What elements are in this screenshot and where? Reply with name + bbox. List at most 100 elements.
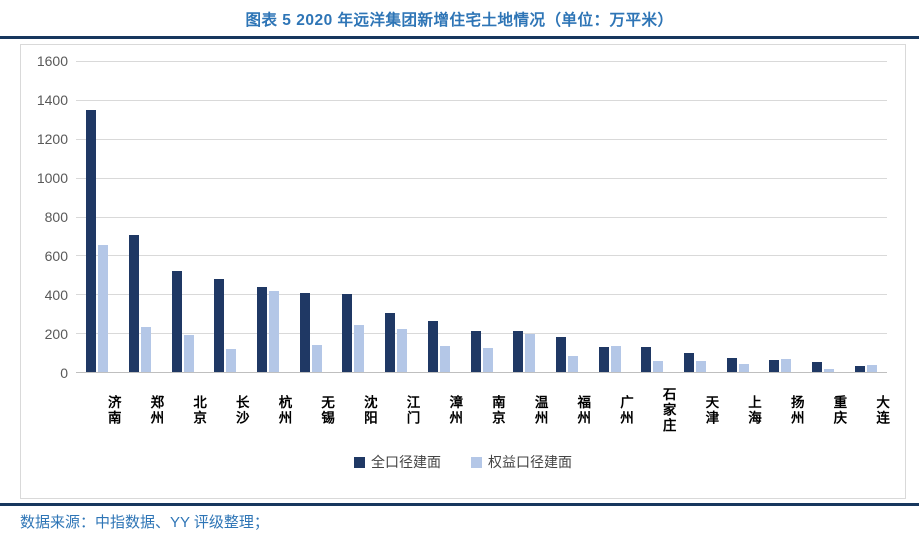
- legend-item: 权益口径建面: [471, 452, 572, 472]
- y-tick-label: 1600: [36, 53, 68, 69]
- bar-group: [844, 61, 887, 372]
- bar-group: [716, 61, 759, 372]
- bar-全口径建面: [641, 346, 652, 372]
- legend-item: 全口径建面: [354, 452, 441, 472]
- gridline: [76, 294, 887, 296]
- gridline: [76, 333, 887, 335]
- bar-权益口径建面: [695, 361, 706, 372]
- bar-group: [546, 61, 589, 372]
- plot-row: 0 200 400 600 800 1000 1200 1400 1600: [21, 54, 905, 380]
- bar-group: [418, 61, 461, 372]
- y-axis-spacer: [21, 378, 76, 442]
- bar-权益口径建面: [439, 345, 450, 372]
- bar-全口径建面: [598, 346, 609, 372]
- bar-权益口径建面: [824, 368, 835, 372]
- bar-全口径建面: [171, 271, 182, 372]
- bar-全口径建面: [470, 330, 481, 372]
- bar-权益口径建面: [141, 327, 152, 372]
- title-divider-rule: [0, 36, 919, 39]
- bar-全口径建面: [769, 359, 780, 372]
- chart-plot-box: 0 200 400 600 800 1000 1200 1400 1600 济南 郑州 北京 长沙 杭州…: [20, 44, 906, 499]
- bar-权益口径建面: [311, 344, 322, 372]
- bar-group: [631, 61, 674, 372]
- x-category-label: 北京: [190, 394, 207, 426]
- x-category-label: 沈阳: [360, 394, 377, 426]
- bar-全口径建面: [683, 352, 694, 372]
- x-category-label: 福州: [574, 394, 591, 426]
- y-tick-label: 600: [44, 248, 68, 264]
- gridline: [76, 216, 887, 218]
- bar-groups: [76, 61, 887, 372]
- footer-divider-rule: [0, 503, 919, 506]
- x-axis-labels: 济南 郑州 北京 长沙 杭州 无锡 沈阳 江门 漳州 南京 温州 福州 广州 石家庄 天津 上海 扬州 重庆 大连: [76, 378, 889, 442]
- y-axis: 0 200 400 600 800 1000 1200 1400 1600: [21, 54, 76, 380]
- bar-group: [460, 61, 503, 372]
- x-category-label: 扬州: [787, 394, 804, 426]
- legend-swatch: [471, 456, 482, 468]
- bar-权益口径建面: [397, 329, 408, 372]
- bar-权益口径建面: [525, 333, 536, 372]
- plot-area: [76, 61, 887, 373]
- bar-group: [503, 61, 546, 372]
- bar-全口径建面: [555, 337, 566, 372]
- x-category-label: 江门: [403, 394, 420, 426]
- bar-全口径建面: [812, 362, 823, 372]
- y-tick-label: 0: [60, 365, 68, 381]
- bar-全口径建面: [299, 293, 310, 372]
- bar-权益口径建面: [738, 363, 749, 372]
- bar-权益口径建面: [866, 364, 877, 372]
- bar-group: [247, 61, 290, 372]
- bar-group: [802, 61, 845, 372]
- x-category-label: 上海: [745, 394, 761, 426]
- x-category-label: 重庆: [830, 394, 847, 426]
- bar-全口径建面: [86, 109, 97, 372]
- x-category-label: 无锡: [318, 394, 335, 426]
- bar-全口径建面: [385, 312, 396, 372]
- bar-权益口径建面: [482, 347, 493, 372]
- bar-全口径建面: [427, 320, 438, 372]
- bar-全口径建面: [214, 278, 225, 372]
- bar-权益口径建面: [653, 360, 664, 372]
- bar-权益口径建面: [226, 349, 237, 372]
- bar-权益口径建面: [354, 325, 365, 372]
- bar-全口径建面: [513, 331, 524, 372]
- x-category-label: 南京: [488, 394, 505, 426]
- x-category-label: 杭州: [275, 394, 292, 426]
- bar-group: [161, 61, 204, 372]
- bar-权益口径建面: [610, 346, 621, 372]
- bar-group: [332, 61, 375, 372]
- bar-group: [204, 61, 247, 372]
- y-tick-label: 800: [44, 209, 68, 225]
- bar-group: [76, 61, 119, 372]
- legend-swatch: [354, 456, 365, 468]
- data-source-note: 数据来源：中指数据、YY 评级整理；: [20, 514, 269, 531]
- bar-group: [375, 61, 418, 372]
- x-category-label: 郑州: [147, 394, 164, 426]
- chart-title: 图表 5 2020 年远洋集团新增住宅土地情况（单位：万平米）: [245, 12, 674, 29]
- x-category-label: 济南: [104, 394, 121, 426]
- legend-label: 权益口径建面: [488, 454, 572, 470]
- x-category-label: 天津: [702, 394, 719, 426]
- bar-group: [119, 61, 162, 372]
- gridline: [76, 138, 887, 140]
- x-category-label: 温州: [531, 394, 548, 426]
- gridline: [76, 99, 887, 101]
- x-category-label: 石家庄: [659, 386, 676, 434]
- bar-group: [289, 61, 332, 372]
- bar-权益口径建面: [781, 358, 792, 372]
- y-tick-label: 400: [44, 287, 68, 303]
- bar-权益口径建面: [567, 356, 578, 372]
- bar-权益口径建面: [183, 335, 194, 372]
- legend-label: 全口径建面: [371, 454, 441, 470]
- gridline: [76, 255, 887, 257]
- bar-全口径建面: [854, 365, 865, 372]
- bar-group: [674, 61, 717, 372]
- bar-全口径建面: [726, 357, 737, 372]
- legend: 全口径建面 权益口径建面: [21, 452, 905, 472]
- bar-group: [588, 61, 631, 372]
- bar-全口径建面: [342, 294, 353, 372]
- bar-权益口径建面: [98, 244, 109, 372]
- y-tick-label: 200: [44, 326, 68, 342]
- bar-group: [759, 61, 802, 372]
